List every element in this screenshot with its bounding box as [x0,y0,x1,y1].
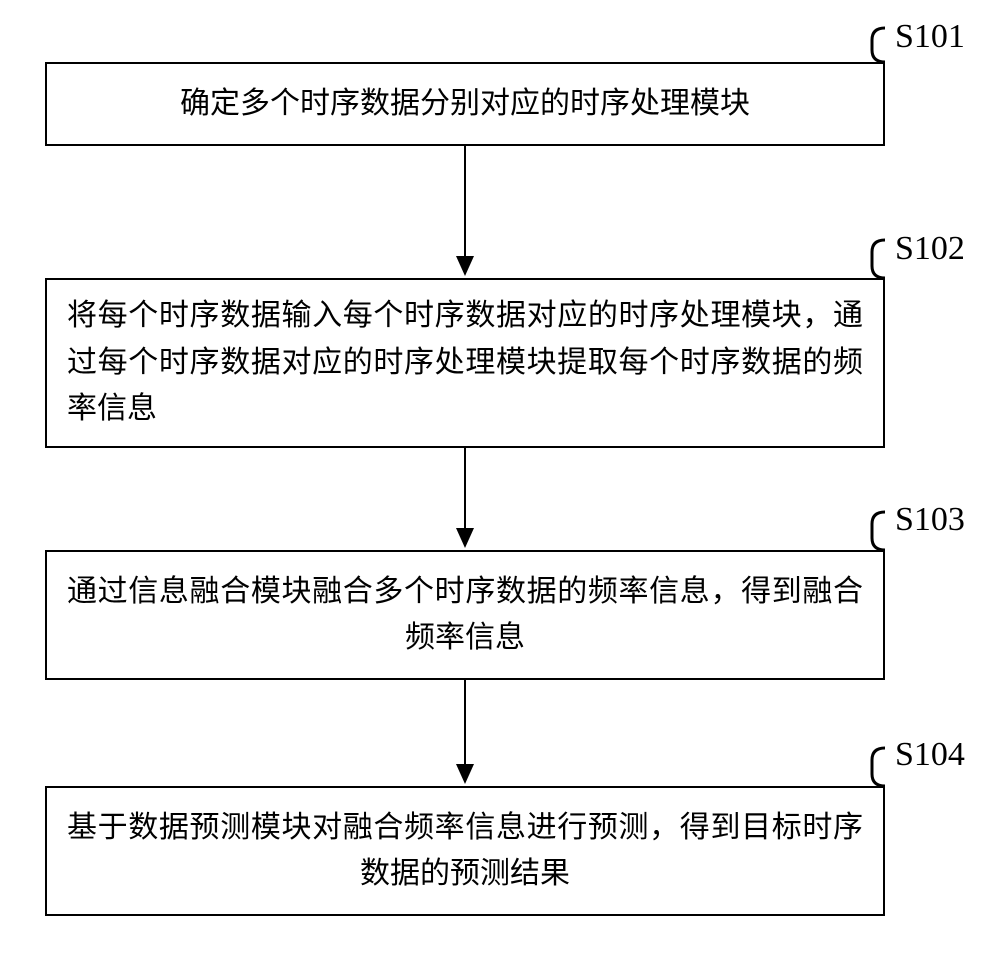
label-connector-s104 [872,748,885,786]
label-connector-s101 [872,28,885,62]
flow-node-s102: 将每个时序数据输入每个时序数据对应的时序处理模块，通过每个时序数据对应的时序处理… [45,278,885,448]
flow-node-s103: 通过信息融合模块融合多个时序数据的频率信息，得到融合频率信息 [45,550,885,680]
flow-node-s103-text: 通过信息融合模块融合多个时序数据的频率信息，得到融合频率信息 [67,569,863,662]
flow-label-s104: S104 [895,736,965,774]
flow-node-s104-text: 基于数据预测模块对融合频率信息进行预测，得到目标时序数据的预测结果 [67,805,863,898]
label-connector-s103 [872,512,885,550]
flowchart-canvas: 确定多个时序数据分别对应的时序处理模块 S101 将每个时序数据输入每个时序数据… [0,0,1000,974]
flow-label-s102: S102 [895,230,965,268]
flow-node-s101: 确定多个时序数据分别对应的时序处理模块 [45,62,885,146]
flow-node-s104: 基于数据预测模块对融合频率信息进行预测，得到目标时序数据的预测结果 [45,786,885,916]
flow-label-s101: S101 [895,18,965,56]
flow-node-s101-text: 确定多个时序数据分别对应的时序处理模块 [180,81,750,128]
flow-label-s103: S103 [895,501,965,539]
label-connector-s102 [872,240,885,278]
flow-node-s102-text: 将每个时序数据输入每个时序数据对应的时序处理模块，通过每个时序数据对应的时序处理… [67,293,863,433]
